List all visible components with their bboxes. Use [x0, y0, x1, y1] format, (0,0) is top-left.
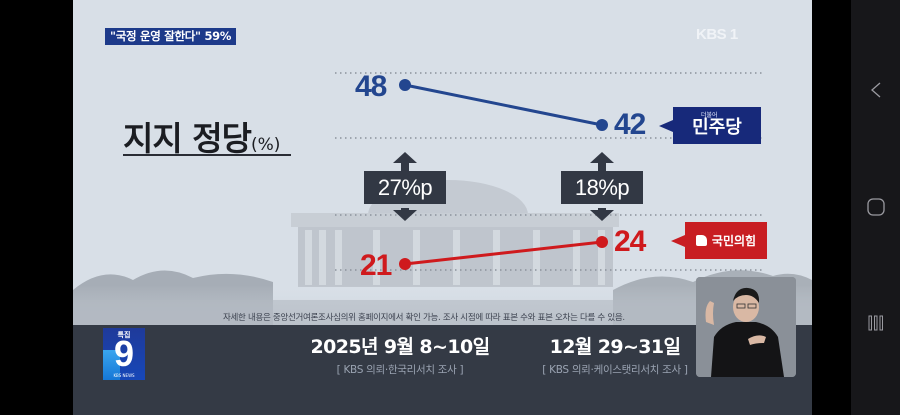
logo-bottom-text: KBS NEWS — [113, 373, 135, 378]
label-pointer — [659, 120, 673, 132]
dem-value-dec: 42 — [614, 108, 646, 141]
interpreter-figure — [696, 277, 796, 377]
period-source: [ KBS 의뢰·한국리서치 조사 ] — [336, 364, 464, 376]
headline-tag: "국정 운영 잘한다" 59% — [105, 28, 237, 45]
legend-people-power-party: 국민의힘 — [671, 222, 767, 259]
back-icon — [870, 82, 880, 98]
logo-accent — [103, 350, 120, 380]
gap-badge-sep: 27%p — [364, 171, 446, 204]
ppp-logo-icon — [695, 235, 707, 246]
sign-language-interpreter — [696, 277, 796, 377]
recent-apps-icon — [868, 315, 883, 331]
program-logo: 특집 9 KBS NEWS — [103, 328, 145, 380]
gap-badge-dec: 18%p — [561, 171, 643, 204]
letterbox — [812, 0, 851, 415]
dem-prefix: 더불어 — [701, 112, 718, 119]
period-date: 12월 29~31일 — [549, 336, 681, 358]
chart-title: 지지 정당(%) — [123, 112, 280, 160]
ppp-value-sep: 21 — [360, 249, 392, 282]
title-underline — [123, 154, 291, 156]
period-source: [ KBS 의뢰·케이스탯리서치 조사 ] — [542, 364, 688, 376]
home-icon — [866, 198, 885, 216]
video-frame[interactable]: "국정 운영 잘한다" 59% KBS 1 지지 정당(%) — [73, 0, 812, 415]
period-sep: 2025년 9월 8~10일 [ KBS 의뢰·한국리서치 조사 ] — [305, 332, 495, 377]
period-date: 2025년 9월 8~10일 — [310, 336, 491, 358]
recent-apps-button[interactable] — [851, 303, 900, 343]
period-dec: 12월 29~31일 [ KBS 의뢰·케이스탯리서치 조사 ] — [525, 332, 705, 377]
label-pointer — [671, 235, 685, 247]
disclaimer-text: 자세한 내용은 중앙선거여론조사심의위 홈페이지에서 확인 가능. 조사 시점에… — [223, 313, 625, 323]
legend-democratic-party: 더불어 민주당 — [659, 107, 761, 144]
chart-unit: (%) — [250, 135, 281, 155]
ppp-name: 국민의힘 — [711, 234, 757, 248]
logo-top-text: 특집 — [117, 331, 131, 339]
lower-third-bar: 특집 9 KBS NEWS 2025년 9월 8~10일 [ KBS 의뢰·한국… — [73, 325, 812, 415]
logo-number: 9 — [113, 333, 135, 374]
back-button[interactable] — [851, 70, 900, 110]
home-button[interactable] — [851, 187, 900, 227]
system-navigation-bar — [851, 0, 900, 415]
chart-title-text: 지지 정당 — [123, 119, 252, 158]
dem-value-sep: 48 — [355, 70, 387, 103]
channel-logo: KBS 1 — [696, 26, 738, 43]
chart-lines — [335, 72, 763, 271]
dem-name: 민주당 — [692, 116, 742, 138]
ppp-value-dec: 24 — [614, 225, 646, 258]
